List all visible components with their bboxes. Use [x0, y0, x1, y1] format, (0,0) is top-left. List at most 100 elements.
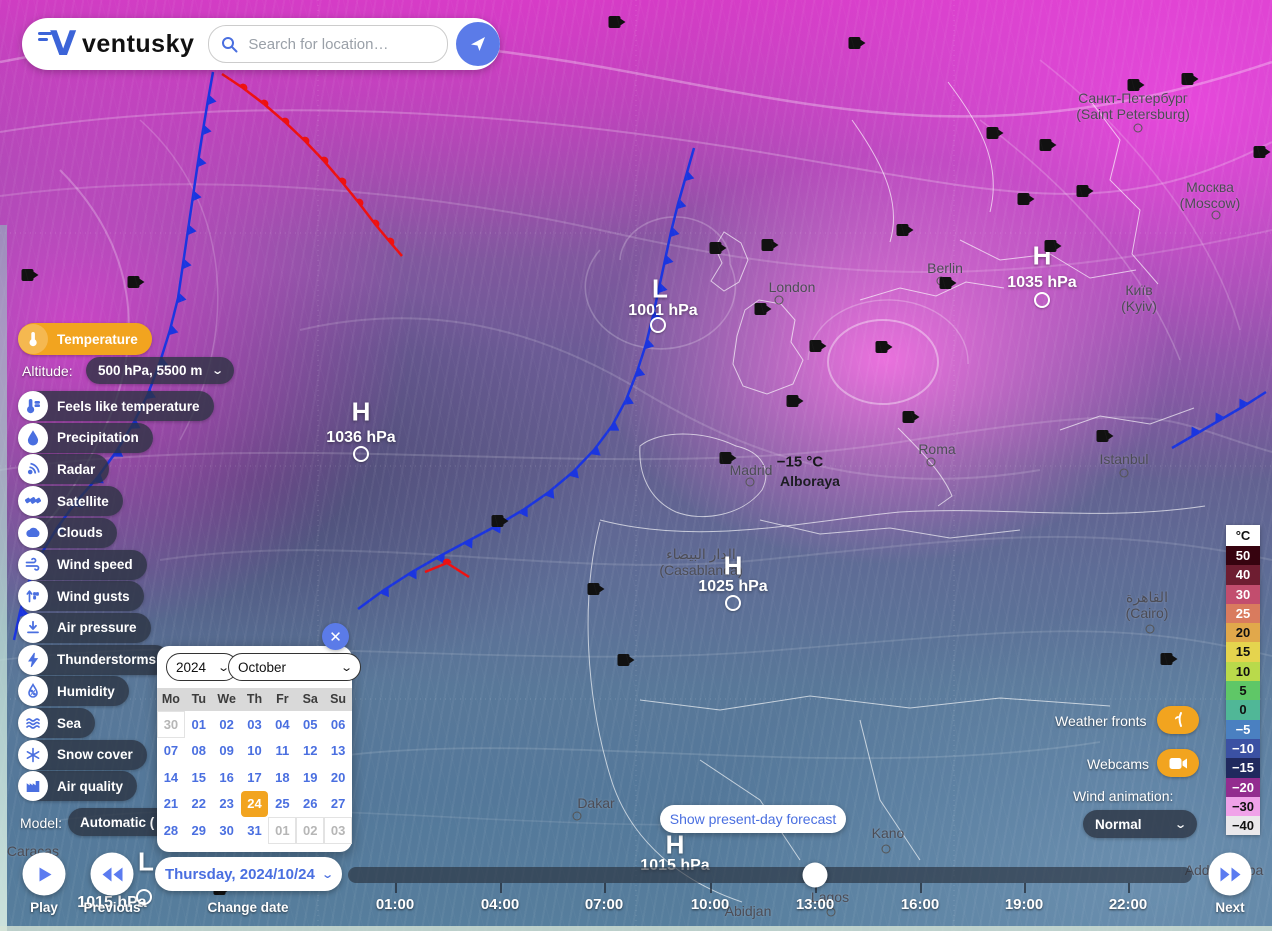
timeline-time-07:00[interactable]: 07:00 [584, 896, 624, 913]
date-picker-button[interactable]: Thursday, 2024/10/24 ⌄ [155, 857, 342, 891]
timeline-time-04:00[interactable]: 04:00 [480, 896, 520, 913]
webcam-icon[interactable] [809, 340, 827, 352]
layer-air-pressure[interactable]: Air pressure [18, 612, 151, 643]
calendar-day[interactable]: 20 [330, 769, 346, 785]
calendar-day[interactable]: 25 [275, 796, 290, 812]
webcam-icon[interactable] [875, 341, 893, 353]
layer-precipitation[interactable]: Precipitation [18, 422, 153, 453]
search-input[interactable] [246, 34, 421, 54]
calendar-day-selected[interactable]: 24 [240, 790, 269, 817]
layer-temperature-active[interactable]: Temperature [18, 323, 152, 355]
altitude-select[interactable]: 500 hPa, 5500 m ⌄ [86, 357, 234, 384]
webcam-icon[interactable] [1181, 73, 1199, 85]
webcam-icon[interactable] [491, 515, 509, 527]
webcam-icon[interactable] [896, 224, 914, 236]
calendar-day[interactable]: 16 [219, 769, 234, 785]
calendar-day[interactable]: 21 [163, 796, 179, 812]
timeline-time-22:00[interactable]: 22:00 [1108, 896, 1148, 913]
layer-satellite[interactable]: Satellite [18, 486, 123, 517]
layer-sea[interactable]: Sea [18, 708, 96, 738]
webcam-icon[interactable] [848, 37, 866, 49]
webcam-icon[interactable] [1127, 79, 1145, 91]
calendar-day[interactable]: 08 [191, 743, 207, 759]
calendar-day[interactable]: 31 [247, 822, 262, 838]
calendar-day[interactable]: 02 [219, 716, 234, 732]
timeline-time-19:00[interactable]: 19:00 [1004, 896, 1044, 913]
webcam-icon[interactable] [939, 277, 957, 289]
webcam-icon[interactable] [1253, 146, 1271, 158]
calendar-month-select[interactable]: October ⌄ [228, 653, 361, 681]
calendar-day[interactable]: 17 [247, 769, 262, 785]
calendar-day[interactable]: 03 [247, 716, 262, 732]
calendar-day[interactable]: 23 [219, 796, 234, 812]
calendar-day[interactable]: 04 [275, 716, 290, 732]
layer-radar[interactable]: Radar [18, 454, 110, 485]
webcam-icon[interactable] [587, 583, 605, 595]
calendar-day[interactable]: 07 [163, 743, 179, 759]
calendar-day[interactable]: 09 [219, 743, 234, 759]
calendar-day[interactable]: 29 [191, 822, 207, 838]
webcam-icon[interactable] [21, 269, 39, 281]
calendar-day[interactable]: 06 [330, 716, 346, 732]
calendar-day[interactable]: 22 [191, 796, 207, 812]
show-forecast-button[interactable]: Show present-day forecast [660, 805, 846, 833]
webcam-icon[interactable] [754, 303, 772, 315]
webcam-icon[interactable] [986, 127, 1004, 139]
webcam-icon[interactable] [719, 452, 737, 464]
timeline-scrubber[interactable] [348, 867, 1192, 883]
layer-wind-speed[interactable]: Wind speed [18, 549, 147, 580]
timeline-time-13:00[interactable]: 13:00 [795, 896, 835, 913]
calendar-day[interactable]: 26 [302, 796, 318, 812]
calendar-day[interactable]: 18 [275, 769, 290, 785]
webcam-icon[interactable] [786, 395, 804, 407]
calendar-day[interactable]: 10 [247, 743, 262, 759]
calendar-day[interactable]: 27 [330, 796, 346, 812]
webcam-icon[interactable] [902, 411, 920, 423]
webcam-icon[interactable] [617, 654, 635, 666]
calendar-year-select[interactable]: 2024 ⌄ [166, 653, 238, 681]
play-button[interactable] [22, 852, 66, 896]
next-button[interactable] [1208, 852, 1252, 896]
previous-button[interactable] [90, 852, 134, 896]
layer-air-quality[interactable]: Air quality [18, 771, 138, 802]
calendar-day[interactable]: 05 [302, 716, 318, 732]
webcam-icon[interactable] [1160, 653, 1178, 665]
calendar-day[interactable]: 01 [191, 716, 207, 732]
calendar-day[interactable]: 15 [191, 769, 207, 785]
calendar-day[interactable]: 28 [163, 822, 179, 838]
timeline-handle[interactable] [802, 862, 828, 888]
ventusky-logo[interactable]: V ventusky [38, 27, 194, 61]
layer-snow-cover[interactable]: Snow cover [18, 739, 147, 770]
wind-animation-select[interactable]: Normal ⌄ [1083, 810, 1197, 838]
calendar-day[interactable]: 12 [302, 743, 318, 759]
calendar-day[interactable]: 30 [219, 822, 234, 838]
locate-button[interactable] [456, 22, 500, 66]
timeline-time-01:00[interactable]: 01:00 [375, 896, 415, 913]
webcam-icon[interactable] [709, 242, 727, 254]
webcam-icon[interactable] [1017, 193, 1035, 205]
layer-clouds[interactable]: Clouds [18, 517, 117, 548]
webcam-icon[interactable] [1076, 185, 1094, 197]
webcam-icon[interactable] [1044, 240, 1062, 252]
layer-wind-gusts[interactable]: Wind gusts [18, 581, 144, 612]
webcam-icon[interactable] [608, 16, 626, 28]
timeline-time-16:00[interactable]: 16:00 [900, 896, 940, 913]
webcam-icon[interactable] [127, 276, 145, 288]
webcam-icon[interactable] [761, 239, 779, 251]
layer-thunderstorms[interactable]: Thunderstorms [18, 644, 171, 675]
webcam-icon[interactable] [1039, 139, 1057, 151]
webcams-toggle[interactable] [1157, 749, 1199, 777]
calendar-day[interactable]: 14 [163, 769, 179, 785]
calendar-day[interactable]: 13 [330, 743, 346, 759]
layer-humidity[interactable]: Humidity [18, 676, 129, 707]
calendar-close-button[interactable]: ✕ [322, 623, 349, 650]
layer-feels-like-temperature[interactable]: Feels like temperature [18, 391, 214, 421]
search-box[interactable] [208, 25, 449, 63]
timeline-time-10:00[interactable]: 10:00 [690, 896, 730, 913]
wind-animation-value: Normal [1095, 816, 1142, 832]
calendar-day[interactable]: 11 [275, 743, 290, 759]
weather-fronts-toggle[interactable] [1157, 706, 1199, 734]
webcam-icon[interactable] [1096, 430, 1114, 442]
calendar-day[interactable]: 19 [302, 769, 318, 785]
